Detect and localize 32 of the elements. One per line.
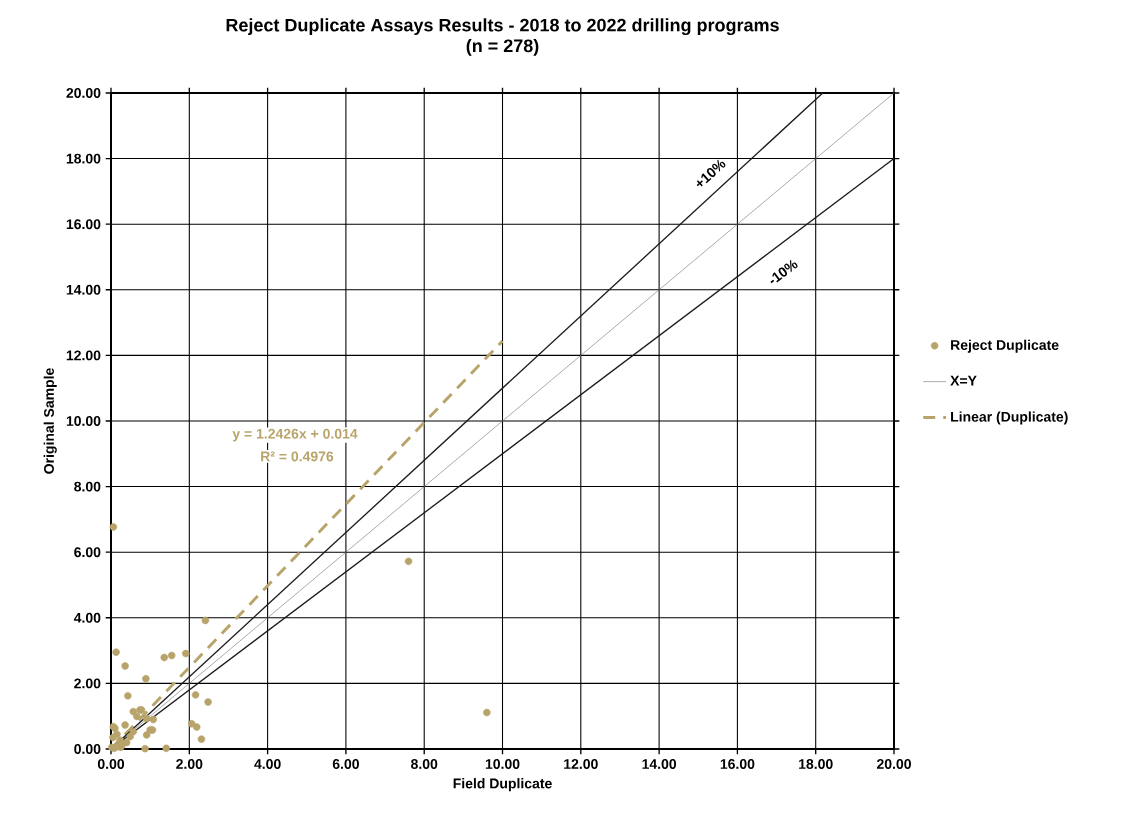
x-tick-label: 0.00 [97,759,125,769]
x-tick-label: 18.00 [799,759,833,769]
x-tick-label: 8.00 [411,759,438,769]
chart-subtitle: (n = 278) [466,38,539,56]
annotation: R² = 0.4976 [261,451,334,462]
y-tick-label: 14.00 [66,284,101,295]
y-tick-label: 8.00 [74,481,101,492]
x-tick-label: 4.00 [254,759,281,769]
x-tick-label: 14.00 [642,759,677,769]
legend-label: Linear (Duplicate) [951,411,1068,425]
annotation: -10% [770,259,798,284]
x-tick-label: 20.00 [876,759,911,769]
legend-label: Reject Duplicate [951,339,1059,353]
y-tick-label: 12.00 [66,350,101,361]
annotation: y = 1.2426x + 0.014 [232,428,358,442]
y-tick-label: 18.00 [66,153,101,164]
legend-label: X=Y [950,375,977,386]
y-tick-label: 2.00 [74,678,101,689]
x-tick-label: 12.00 [564,759,598,769]
x-tick-label: 10.00 [485,759,520,769]
y-tick-label: 10.00 [66,416,101,426]
x-tick-label: 2.00 [176,759,203,769]
chart-title: Reject Duplicate Assays Results - 2018 to 2022 drilling programs [226,18,779,36]
y-tick-label: 0.00 [74,744,101,754]
y-tick-label: 6.00 [74,547,101,558]
y-tick-label: 16.00 [66,219,101,230]
x-tick-label: 6.00 [332,759,359,769]
x-tick-label: 16.00 [720,759,755,769]
y-axis-title: Original Sample [43,368,57,474]
y-tick-label: 4.00 [73,612,101,623]
x-axis-title: Field Duplicate [453,778,552,792]
y-tick-label: 20.00 [66,88,101,98]
